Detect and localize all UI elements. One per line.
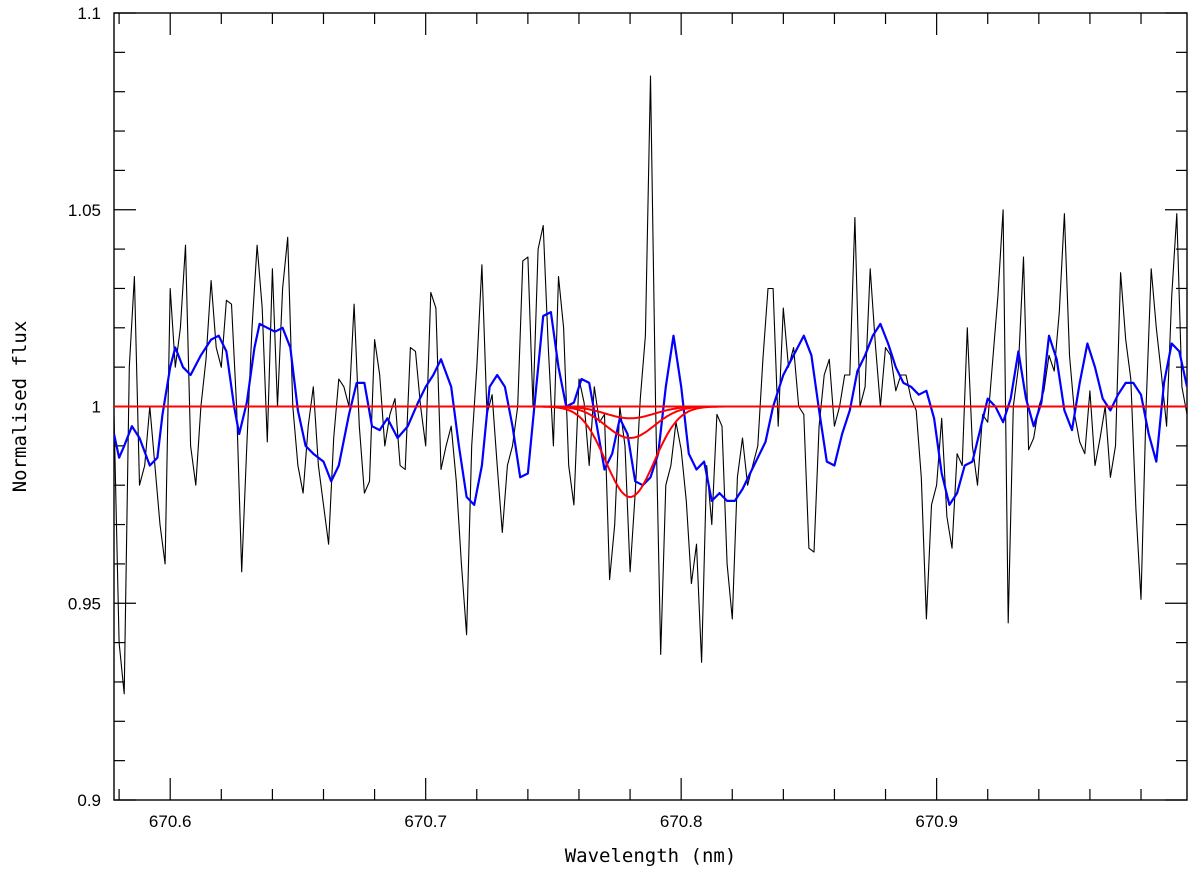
x-tick-label: 670.9: [915, 812, 958, 831]
tick-labels: 670.6 670.7 670.8 670.9 0.9 0.95 1 1.05 1.1: [68, 4, 958, 831]
plot-area: [114, 75, 1187, 695]
y-tick-label: 0.9: [77, 791, 101, 810]
x-axis-title: Wavelength (nm): [565, 845, 737, 867]
y-tick-label: 1: [92, 398, 101, 417]
x-tick-label: 670.8: [660, 812, 703, 831]
smoothed-spectrum-line: [114, 311, 1187, 506]
model-line: [114, 405, 1187, 499]
model-line: [114, 405, 1187, 440]
y-tick-label: 0.95: [68, 594, 101, 613]
x-tick-label: 670.6: [149, 812, 192, 831]
observed-spectrum-line: [114, 75, 1187, 695]
y-tick-label: 1.05: [68, 201, 101, 220]
y-tick-label: 1.1: [77, 4, 101, 23]
axis-ticks: [114, 12, 1187, 801]
x-tick-label: 670.7: [404, 812, 447, 831]
y-axis-title: Normalised flux: [9, 321, 31, 493]
model-line: [114, 405, 1187, 420]
